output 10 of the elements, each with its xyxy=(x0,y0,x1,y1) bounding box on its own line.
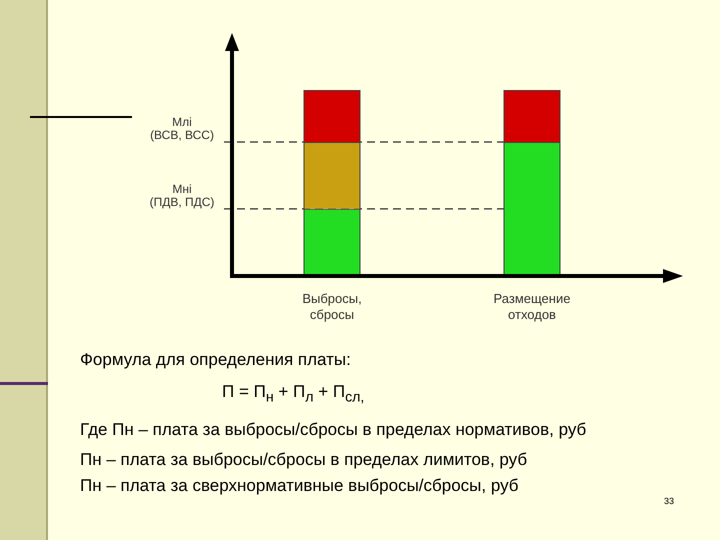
text: 33 xyxy=(664,496,674,506)
text: Где Пн – плата за выбросы/сбросы в пределах нормативов, руб xyxy=(80,420,586,440)
text: Пн – плата за выбросы/сбросы в пределах лимитов, руб xyxy=(80,450,528,470)
ref-line-label: Мнi (ПДВ, ПДС) xyxy=(150,182,214,209)
x-tick-label: Размещение отходов xyxy=(494,291,570,322)
ref-line-label: Млi (ВСВ, ВСС) xyxy=(150,115,214,142)
text: Формула для определения платы: xyxy=(80,350,351,370)
x-tick-label: Выбросы, сбросы xyxy=(302,291,362,322)
text: Пн – плата за сверхнормативные выбросы/сбросы, руб xyxy=(80,476,519,496)
text: П = П$_{н}$ + П$_{л}$ + П$_{сл,}$ xyxy=(222,382,364,406)
